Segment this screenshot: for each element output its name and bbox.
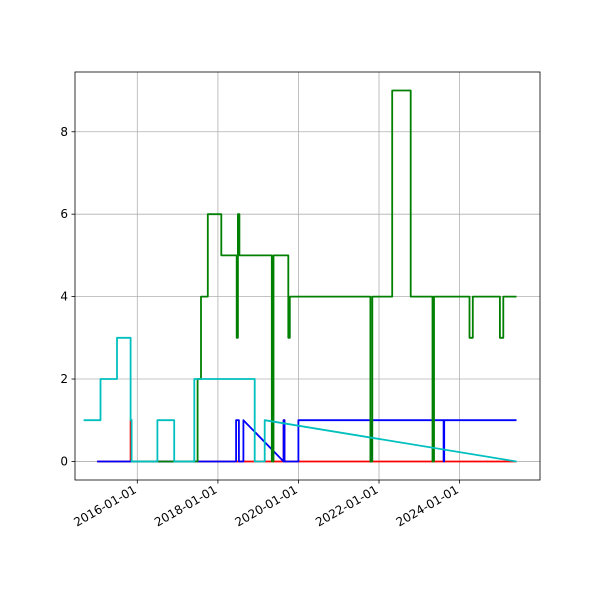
series-line-2 <box>97 419 517 463</box>
y-tick-label: 8 <box>60 125 68 139</box>
y-tick-label: 2 <box>60 372 68 386</box>
y-tick-label: 4 <box>60 290 68 304</box>
series-lines <box>83 89 517 463</box>
plot-frame <box>74 71 541 481</box>
y-tick-label: 6 <box>60 207 68 221</box>
series-line-4 <box>83 336 517 463</box>
axis-ticks <box>71 131 460 484</box>
series-line-3 <box>132 89 517 463</box>
y-tick-label: 0 <box>60 454 68 468</box>
